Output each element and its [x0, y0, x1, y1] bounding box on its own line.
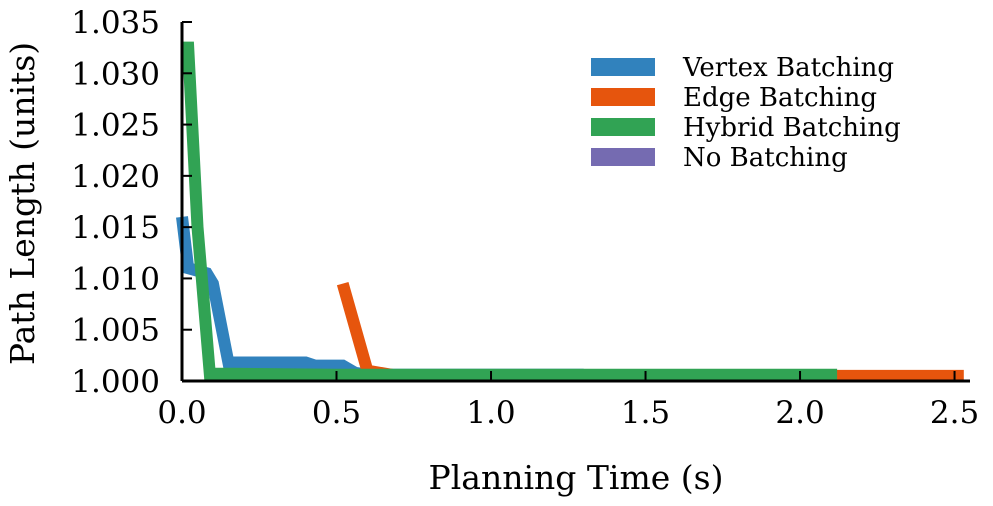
- legend-label: No Batching: [683, 143, 848, 173]
- legend-label: Vertex Batching: [682, 53, 894, 83]
- y-tick-label: 1.020: [71, 159, 160, 195]
- y-tick-label: 1.005: [71, 313, 160, 349]
- y-tick-label: 1.015: [71, 210, 160, 246]
- x-tick-label: 2.5: [930, 395, 979, 431]
- y-tick-label: 1.010: [71, 261, 160, 297]
- y-tick-label: 1.025: [71, 108, 160, 144]
- series-line-vertex-batching: [176, 216, 584, 381]
- x-tick-label: 1.5: [621, 395, 670, 431]
- y-tick-label: 1.000: [71, 364, 160, 400]
- legend-swatch: [591, 58, 655, 76]
- x-axis-label: Planning Time (s): [429, 458, 724, 497]
- legend-label: Hybrid Batching: [683, 113, 901, 143]
- y-tick-label: 1.030: [71, 56, 160, 92]
- legend-swatch: [591, 118, 655, 136]
- y-tick-label: 1.035: [71, 5, 160, 41]
- x-tick-label: 0.5: [312, 395, 361, 431]
- legend-swatch: [591, 148, 655, 166]
- legend-swatch: [591, 88, 655, 106]
- x-tick-label: 1.0: [466, 395, 515, 431]
- x-tick-label: 2.0: [775, 395, 824, 431]
- axes: [180, 22, 970, 383]
- series-line-edge-batching: [336, 281, 964, 382]
- x-tick-label: 0.0: [157, 395, 206, 431]
- legend-label: Edge Batching: [683, 83, 877, 113]
- ticks: 0.0 0.5 1.0 1.5 2.0 2.5 1.000 1.005 1.010 1.015 1.…: [71, 5, 979, 431]
- series-line-hybrid-batching: [182, 41, 838, 381]
- y-axis-label: Path Length (units): [3, 42, 42, 365]
